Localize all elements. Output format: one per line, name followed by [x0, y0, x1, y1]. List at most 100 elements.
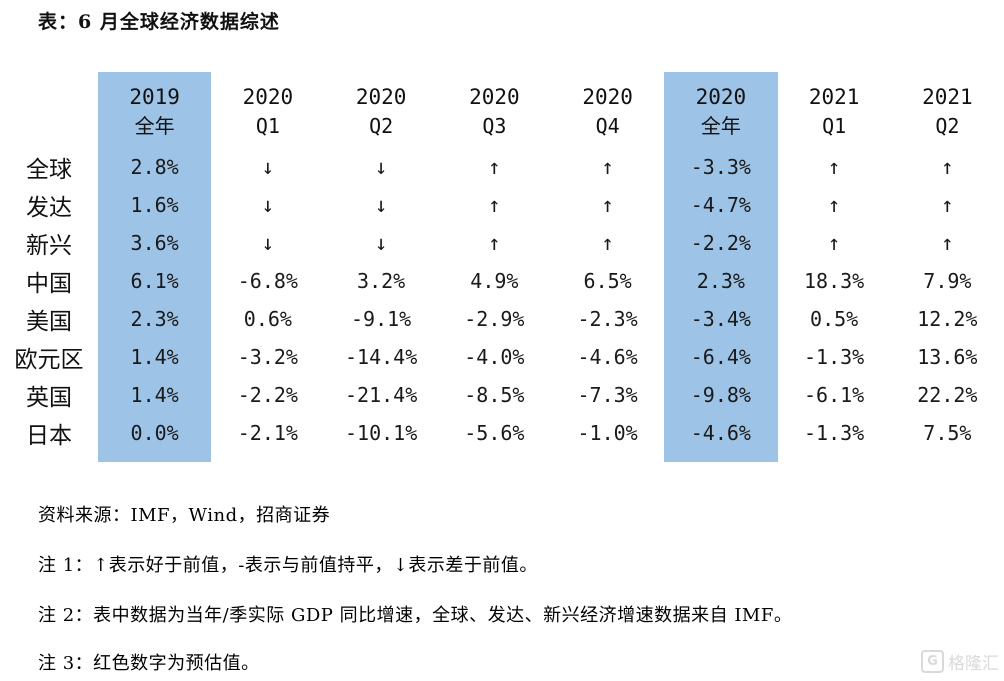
- table-header: 2019 全年 2020 Q1 2020 Q2 2020 Q3 2020 Q4 2020 全年 2021…: [0, 72, 1004, 148]
- table-spacer-row: [0, 452, 1004, 462]
- table-cell: -21.4%: [345, 383, 418, 407]
- column-header-2019-0: 2019 全年: [98, 72, 212, 148]
- table-cell: 12.2%: [917, 307, 978, 331]
- table-cell: -9.8%: [664, 376, 778, 414]
- source-note: 资料来源：IMF，Wind，招商证券: [38, 505, 331, 526]
- row-label: 日本: [26, 423, 72, 449]
- table-cell: 2.3%: [98, 300, 212, 338]
- row-label: 美国: [26, 309, 72, 335]
- table-cell: 1.6%: [98, 186, 212, 224]
- table-cell: 0.6%: [243, 307, 292, 331]
- row-label: 全球: [26, 157, 72, 183]
- table-row: 欧元区 1.4% -3.2% -14.4% -4.0% -4.6% -6.4% -1.3% 13…: [0, 338, 1004, 376]
- table-row: 美国 2.3% 0.6% -9.1% -2.9% -2.3% -3.4% 0.5% 12.2%: [0, 300, 1004, 338]
- table-cell: -1.3%: [804, 345, 865, 369]
- table-cell: 3.2%: [357, 269, 406, 293]
- table-cell: -7.3%: [577, 383, 638, 407]
- table-cell: ↑: [827, 155, 841, 179]
- table-cell: -4.0%: [464, 345, 525, 369]
- gelonghui-watermark-text: 格隆汇: [948, 654, 999, 674]
- table-cell: 1.4%: [98, 376, 212, 414]
- table-cell: -2.9%: [464, 307, 525, 331]
- table-cell: ↓: [261, 193, 275, 217]
- table-cell: ↑: [488, 193, 501, 217]
- table-cell: -8.5%: [464, 383, 525, 407]
- table-cell: 4.9%: [470, 269, 519, 293]
- gelonghui-logo-icon: G: [921, 650, 944, 673]
- column-header-2021-7: 2021 Q2: [922, 84, 973, 139]
- table-cell: 0.5%: [810, 307, 859, 331]
- table-row: 英国 1.4% -2.2% -21.4% -8.5% -7.3% -9.8% -6.1% 22.…: [0, 376, 1004, 414]
- table-cell: 3.6%: [98, 224, 212, 262]
- table-cell: -6.8%: [237, 269, 298, 293]
- table-cell: ↓: [261, 231, 275, 255]
- table-cell: -1.3%: [804, 421, 865, 445]
- table-corner-cell: [0, 72, 98, 148]
- table-cell: ↑: [601, 231, 614, 255]
- table-cell: -2.1%: [237, 421, 298, 445]
- table-cell: ↓: [374, 155, 388, 179]
- table-cell: 0.0%: [98, 414, 212, 452]
- table-cell: ↓: [261, 155, 275, 179]
- gelonghui-watermark: G 格隆汇: [921, 649, 999, 674]
- table-cell: 22.2%: [917, 383, 978, 407]
- table-cell: ↑: [488, 231, 501, 255]
- table-cell: -5.6%: [464, 421, 525, 445]
- table-cell: -4.6%: [577, 345, 638, 369]
- column-header-2021-6: 2021 Q1: [808, 84, 860, 139]
- column-header-2020-3: 2020 Q3: [469, 84, 520, 139]
- note-3: 注 3：红色数字为预估值。: [38, 653, 260, 674]
- table-cell: ↑: [941, 155, 954, 179]
- row-label: 英国: [26, 385, 72, 411]
- table-body: 全球 2.8% ↓ ↓ ↑ ↑ -3.3% ↑ ↑ 发达 1.6% ↓ ↓ ↑ ↑ -4.7% ↑ ↑ 新兴 3.6%…: [0, 148, 1004, 462]
- table-title: 表：6 月全球经济数据综述: [38, 11, 280, 33]
- table-row: 中国 6.1% -6.8% 3.2% 4.9% 6.5% 2.3% 18.3% 7.9%: [0, 262, 1004, 300]
- table-cell: -9.1%: [351, 307, 412, 331]
- table-cell: -1.0%: [577, 421, 638, 445]
- table-cell: 18.3%: [804, 269, 865, 293]
- table-cell: ↑: [827, 193, 841, 217]
- table-cell: ↑: [941, 193, 954, 217]
- table-cell: -14.4%: [345, 345, 418, 369]
- economic-data-table: 2019 全年 2020 Q1 2020 Q2 2020 Q3 2020 Q4 2020 全年 2021…: [0, 72, 1004, 462]
- table-cell: ↑: [827, 231, 841, 255]
- table-cell: -2.2%: [237, 383, 298, 407]
- row-label: 中国: [26, 271, 72, 297]
- table-cell: -4.6%: [664, 414, 778, 452]
- table-cell: ↑: [601, 193, 614, 217]
- table-cell: ↑: [488, 155, 501, 179]
- column-header-2020-4: 2020 Q4: [582, 84, 633, 139]
- note-1: 注 1：↑表示好于前值，-表示与前值持平，↓表示差于前值。: [38, 555, 538, 576]
- column-header-2020-1: 2020 Q1: [242, 84, 294, 139]
- row-label: 发达: [26, 195, 72, 221]
- table-cell: 2.3%: [664, 262, 778, 300]
- table-row: 全球 2.8% ↓ ↓ ↑ ↑ -3.3% ↑ ↑: [0, 148, 1004, 186]
- table-cell: 2.8%: [98, 148, 212, 186]
- table-cell: -3.4%: [664, 300, 778, 338]
- table-cell: 1.4%: [98, 338, 212, 376]
- table-row: 日本 0.0% -2.1% -10.1% -5.6% -1.0% -4.6% -1.3% 7.5…: [0, 414, 1004, 452]
- table-cell: 6.5%: [583, 269, 632, 293]
- table-cell: 7.5%: [923, 421, 972, 445]
- note-2: 注 2：表中数据为当年/季实际 GDP 同比增速，全球、发达、新兴经济增速数据来…: [38, 605, 793, 626]
- table-cell: ↓: [374, 193, 388, 217]
- table-cell: -10.1%: [345, 421, 418, 445]
- table-cell: -3.3%: [664, 148, 778, 186]
- table-cell: 13.6%: [917, 345, 978, 369]
- row-label: 新兴: [26, 233, 72, 259]
- column-header-2020-2: 2020 Q2: [355, 84, 407, 139]
- table-cell: ↑: [601, 155, 614, 179]
- table-cell: ↓: [374, 231, 388, 255]
- table-row: 新兴 3.6% ↓ ↓ ↑ ↑ -2.2% ↑ ↑: [0, 224, 1004, 262]
- table-cell: 7.9%: [923, 269, 972, 293]
- table-row: 发达 1.6% ↓ ↓ ↑ ↑ -4.7% ↑ ↑: [0, 186, 1004, 224]
- table-cell: 6.1%: [98, 262, 212, 300]
- table-cell: -3.2%: [237, 345, 298, 369]
- column-header-2020-5: 2020 全年: [664, 72, 778, 148]
- row-label: 欧元区: [14, 347, 84, 373]
- table-cell: ↑: [941, 231, 954, 255]
- table-cell: -2.3%: [577, 307, 638, 331]
- table-cell: -6.4%: [664, 338, 778, 376]
- table-cell: -4.7%: [664, 186, 778, 224]
- table-cell: -6.1%: [804, 383, 865, 407]
